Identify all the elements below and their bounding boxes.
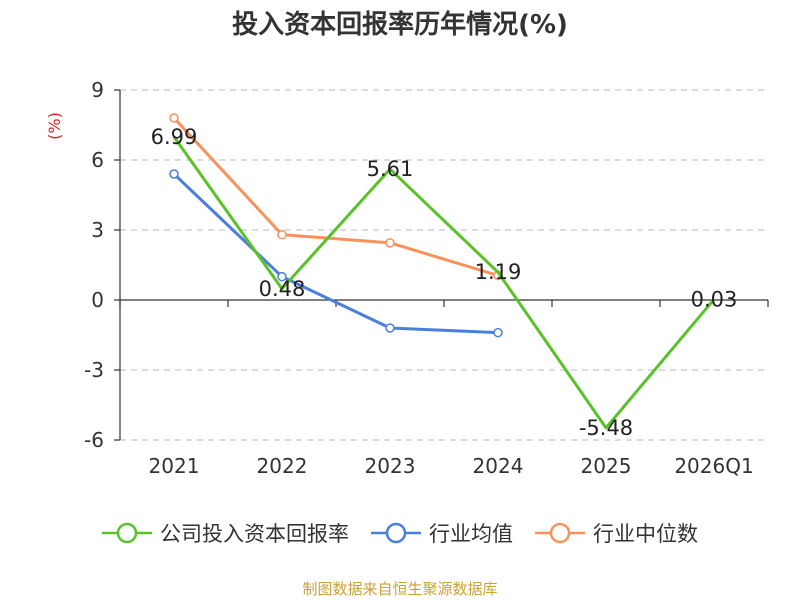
data-point bbox=[169, 169, 179, 179]
data-label: 5.61 bbox=[367, 157, 414, 181]
legend-swatch bbox=[102, 522, 152, 544]
legend-label: 公司投入资本回报率 bbox=[160, 522, 349, 546]
y-tick-label: 0 bbox=[91, 288, 104, 312]
x-tick-label: 2022 bbox=[257, 454, 308, 478]
source-note: 制图数据来自恒生聚源数据库 bbox=[302, 580, 498, 598]
series-line bbox=[172, 136, 716, 430]
data-label: 0.03 bbox=[691, 287, 738, 311]
data-point bbox=[277, 229, 287, 240]
legend-item: 行业中位数 bbox=[535, 518, 698, 548]
legend-label: 行业中位数 bbox=[593, 522, 698, 546]
y-tick-label: 3 bbox=[91, 218, 104, 242]
data-label: 1.19 bbox=[475, 260, 522, 284]
x-tick-label: 2026Q1 bbox=[674, 454, 753, 478]
data-label: 0.48 bbox=[259, 277, 306, 301]
y-tick-labels: 9 6 3 0 -3 -6 bbox=[84, 78, 104, 452]
legend: 公司投入资本回报率 行业均值 行业中位数 bbox=[0, 518, 800, 548]
data-label: -5.48 bbox=[579, 416, 633, 440]
data-point bbox=[277, 271, 287, 282]
y-tick-label: -6 bbox=[84, 428, 104, 452]
legend-swatch bbox=[535, 522, 585, 544]
series-line bbox=[172, 116, 499, 277]
x-tick-labels: 2021 2022 2023 2024 2025 2026Q1 bbox=[149, 454, 754, 478]
data-label: 6.99 bbox=[151, 125, 198, 149]
axes bbox=[114, 89, 769, 441]
series-line bbox=[172, 172, 499, 335]
data-point bbox=[385, 238, 395, 248]
y-tick-label: 9 bbox=[91, 78, 104, 102]
chart-title: 投入资本回报率历年情况(%) bbox=[232, 10, 568, 40]
series-lines bbox=[169, 113, 716, 430]
data-point bbox=[385, 323, 395, 333]
x-tick-label: 2025 bbox=[581, 454, 632, 478]
data-labels: 6.99 0.48 5.61 1.19 -5.48 0.03 bbox=[151, 125, 738, 440]
y-axis-label: (%) bbox=[45, 112, 64, 140]
x-tick-label: 2023 bbox=[365, 454, 416, 478]
legend-swatch bbox=[371, 522, 421, 544]
data-point bbox=[169, 113, 179, 123]
y-tick-label: 6 bbox=[91, 148, 104, 172]
y-tick-label: -3 bbox=[84, 358, 104, 382]
legend-item: 公司投入资本回报率 bbox=[102, 518, 349, 548]
x-tick-label: 2024 bbox=[473, 454, 524, 478]
legend-label: 行业均值 bbox=[429, 522, 513, 546]
x-tick-label: 2021 bbox=[149, 454, 200, 478]
grid-lines bbox=[120, 89, 768, 441]
data-point bbox=[493, 327, 503, 338]
legend-item: 行业均值 bbox=[371, 518, 513, 548]
